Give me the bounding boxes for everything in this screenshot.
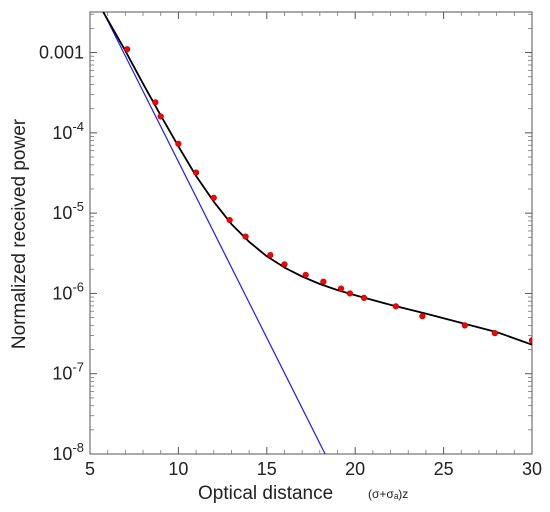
data-point (157, 113, 164, 120)
x-axis-title: Optical distance (198, 483, 333, 504)
data-point (419, 313, 426, 320)
data-point (346, 290, 353, 297)
data-point (491, 330, 498, 337)
y-tick-label: 0.001 (39, 43, 84, 63)
data-point (281, 261, 288, 268)
y-axis-title: Normalized received power (9, 118, 30, 349)
y-tick-label: 10-6 (52, 279, 84, 303)
y-tick-label: 10-7 (52, 360, 84, 384)
data-point (302, 271, 309, 279)
data-point (226, 216, 233, 224)
y-tick-label: 10-5 (52, 199, 84, 223)
x-tick-label: 15 (257, 459, 277, 479)
series-line-black (102, 12, 532, 346)
x-tick-label: 30 (522, 459, 542, 479)
plot-area (89, 11, 533, 455)
data-point (320, 278, 327, 285)
data-point (152, 99, 159, 106)
data-point (360, 294, 368, 301)
data-point (242, 233, 249, 240)
data-point (337, 285, 345, 292)
y-tick-label: 10-4 (52, 119, 84, 143)
data-point (267, 252, 274, 259)
data-point (528, 337, 532, 344)
x-tick-label: 10 (168, 459, 188, 479)
y-axis-ticks: 0.001 10-4 10-5 10-6 10-7 10-8 (39, 13, 532, 464)
y-tick-label: 10-8 (52, 440, 84, 464)
series-layer (102, 12, 532, 454)
data-point (175, 140, 182, 147)
x-axis-ticks: 5 10 15 20 25 30 (85, 12, 542, 479)
data-point (461, 322, 468, 329)
data-point (392, 303, 399, 310)
x-axis-title-suffix: (σ+σₐ)z (368, 487, 408, 501)
x-tick-label: 25 (434, 459, 454, 479)
x-tick-label: 20 (345, 459, 365, 479)
series-line-blue (102, 12, 326, 454)
data-point (192, 169, 200, 176)
data-point (124, 46, 131, 53)
data-point (210, 194, 217, 201)
x-tick-label: 5 (85, 459, 95, 479)
